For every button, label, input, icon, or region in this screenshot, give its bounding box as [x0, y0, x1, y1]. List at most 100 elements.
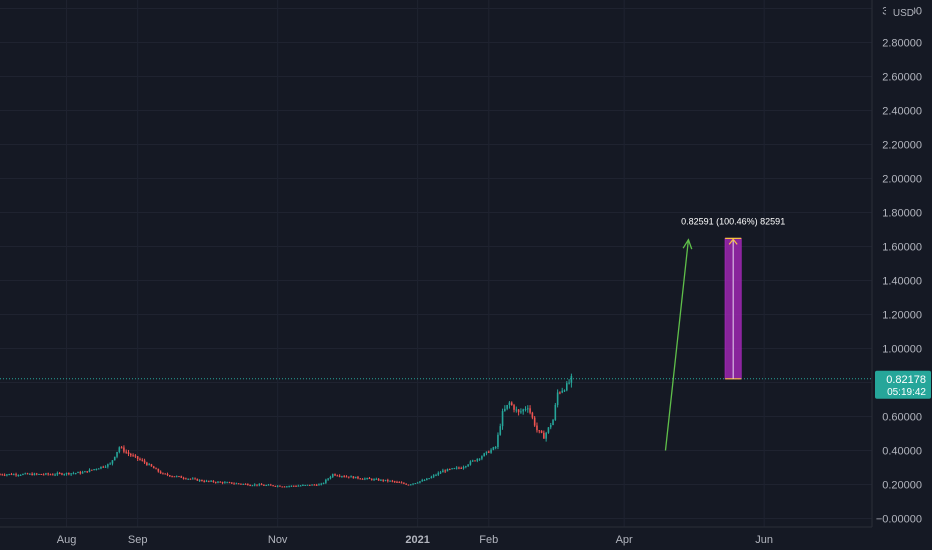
candle[interactable]: [279, 485, 281, 487]
candle[interactable]: [139, 457, 141, 461]
candle[interactable]: [63, 473, 66, 476]
candle[interactable]: [283, 486, 286, 488]
candle[interactable]: [343, 475, 346, 478]
candle[interactable]: [286, 485, 288, 488]
candle[interactable]: [93, 468, 95, 471]
candle[interactable]: [451, 468, 453, 470]
candle[interactable]: [12, 473, 15, 476]
candle[interactable]: [345, 475, 348, 478]
candle[interactable]: [86, 471, 89, 473]
candle[interactable]: [325, 478, 327, 485]
candle[interactable]: [125, 449, 128, 454]
candle[interactable]: [19, 474, 22, 476]
candle[interactable]: [315, 483, 318, 486]
candle[interactable]: [162, 472, 164, 475]
candle[interactable]: [175, 475, 178, 478]
candles[interactable]: [0, 373, 573, 488]
candle[interactable]: [77, 471, 79, 474]
candle[interactable]: [304, 484, 307, 486]
candle[interactable]: [290, 485, 293, 488]
candle[interactable]: [478, 458, 481, 461]
candle[interactable]: [210, 480, 212, 482]
candle[interactable]: [308, 484, 311, 486]
candle[interactable]: [313, 484, 316, 486]
candle[interactable]: [396, 480, 398, 483]
candle[interactable]: [17, 474, 20, 477]
candle[interactable]: [426, 477, 428, 481]
candle[interactable]: [448, 468, 451, 471]
candle[interactable]: [506, 404, 508, 411]
candle[interactable]: [22, 473, 24, 476]
candle[interactable]: [421, 478, 424, 482]
candle[interactable]: [297, 484, 300, 487]
candle[interactable]: [373, 478, 375, 482]
candle[interactable]: [104, 465, 107, 469]
candle[interactable]: [364, 477, 366, 481]
candle[interactable]: [432, 474, 435, 479]
candle[interactable]: [444, 469, 446, 474]
candle[interactable]: [74, 472, 77, 475]
candle[interactable]: [157, 468, 160, 473]
candle[interactable]: [169, 474, 171, 477]
candle[interactable]: [68, 472, 70, 476]
candle[interactable]: [501, 408, 504, 430]
candle[interactable]: [435, 473, 437, 477]
candle[interactable]: [148, 462, 150, 466]
candle[interactable]: [40, 473, 43, 475]
candle[interactable]: [331, 473, 334, 478]
candle[interactable]: [352, 476, 355, 479]
candle[interactable]: [226, 481, 228, 484]
candle[interactable]: [159, 470, 162, 474]
candle[interactable]: [150, 463, 153, 467]
candle[interactable]: [120, 445, 123, 449]
candle[interactable]: [217, 481, 219, 484]
candle[interactable]: [263, 484, 265, 486]
candle[interactable]: [54, 473, 56, 477]
candle[interactable]: [540, 430, 543, 434]
candle[interactable]: [334, 473, 336, 477]
candle[interactable]: [455, 466, 458, 470]
candle[interactable]: [341, 475, 343, 478]
candle[interactable]: [33, 472, 36, 476]
candle[interactable]: [129, 452, 132, 457]
candle[interactable]: [61, 472, 63, 476]
candle[interactable]: [97, 468, 100, 470]
candle[interactable]: [439, 470, 442, 475]
candle[interactable]: [524, 406, 527, 412]
candle[interactable]: [453, 467, 456, 470]
candle[interactable]: [377, 477, 380, 481]
candle[interactable]: [552, 418, 554, 426]
candle[interactable]: [538, 430, 541, 434]
candle[interactable]: [531, 411, 534, 420]
candle[interactable]: [487, 450, 490, 454]
candle[interactable]: [189, 478, 192, 480]
candle[interactable]: [38, 473, 40, 475]
candle[interactable]: [281, 486, 284, 488]
candle[interactable]: [132, 453, 134, 457]
candle[interactable]: [100, 466, 102, 470]
candle[interactable]: [72, 471, 75, 475]
candle[interactable]: [123, 445, 125, 454]
candle[interactable]: [329, 475, 332, 480]
candle[interactable]: [460, 466, 463, 469]
candle[interactable]: [272, 485, 274, 487]
candle[interactable]: [224, 481, 226, 484]
candle[interactable]: [185, 477, 187, 480]
candle[interactable]: [556, 389, 559, 408]
candle[interactable]: [347, 476, 350, 479]
candle[interactable]: [31, 472, 33, 476]
candle[interactable]: [3, 473, 6, 477]
candle[interactable]: [0, 473, 1, 476]
candle[interactable]: [228, 481, 231, 484]
candle[interactable]: [152, 465, 155, 469]
candle[interactable]: [474, 460, 476, 462]
candle[interactable]: [116, 451, 118, 459]
candle[interactable]: [244, 483, 247, 485]
candle[interactable]: [442, 468, 444, 473]
candle[interactable]: [15, 472, 17, 477]
candle[interactable]: [423, 479, 426, 482]
candle[interactable]: [409, 484, 412, 486]
candle[interactable]: [29, 473, 31, 475]
candle[interactable]: [221, 481, 224, 485]
candle[interactable]: [267, 483, 270, 486]
